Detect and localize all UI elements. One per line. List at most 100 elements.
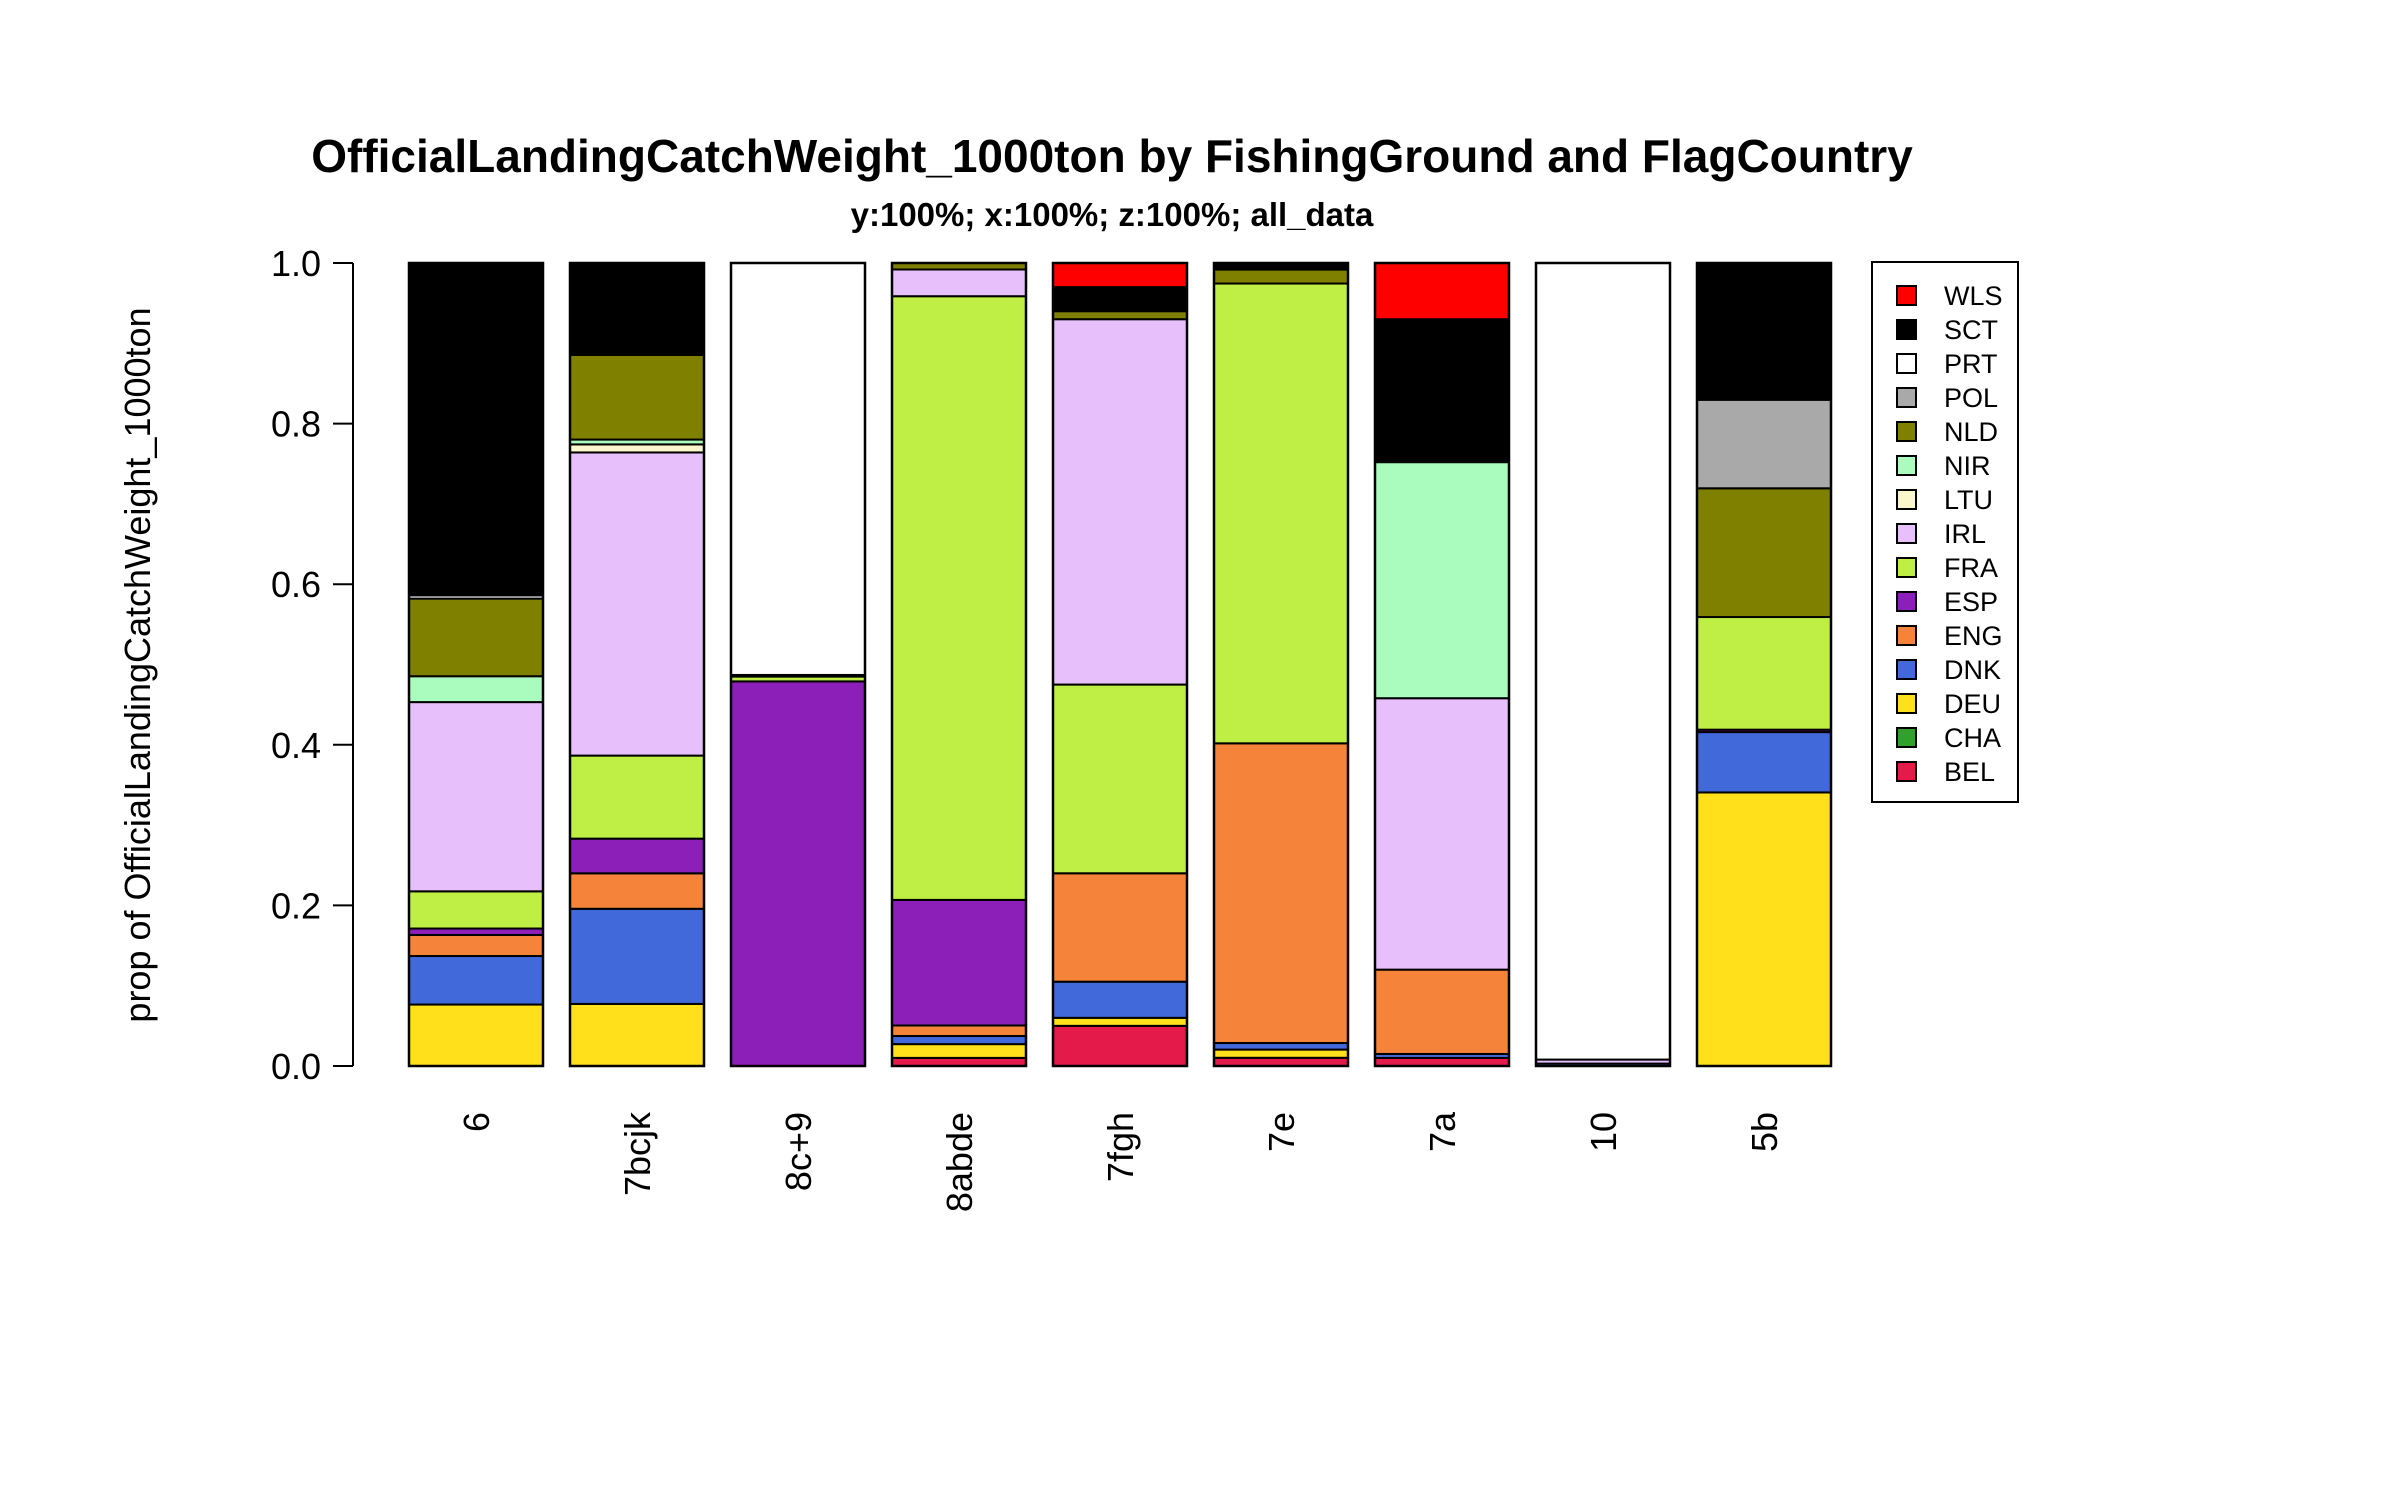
bar-segment xyxy=(569,353,705,441)
y-axis-label: prop of OfficialLandingCatchWeight_1000t… xyxy=(117,307,158,1022)
legend-entry: ESP xyxy=(1944,587,1998,617)
bar-segment xyxy=(408,890,544,930)
bar-segment xyxy=(1052,262,1188,289)
legend-entry: LTU xyxy=(1944,485,1993,515)
bar-segment xyxy=(569,872,705,910)
bar-segment xyxy=(1696,791,1832,1067)
bar-outline xyxy=(1695,261,1833,1068)
bar-segment xyxy=(408,1003,544,1068)
x-axis-tick-label: 7a xyxy=(1422,1111,1463,1152)
y-axis-tick-label: 0.2 xyxy=(271,885,321,926)
bar-stack xyxy=(1212,261,1350,1068)
legend-swatch xyxy=(1896,387,1917,408)
bar-stack xyxy=(1695,261,1833,1068)
bar-segment xyxy=(408,597,544,678)
legend-swatch xyxy=(1896,353,1917,374)
bar-segment xyxy=(891,1024,1027,1038)
y-axis-tick-label: 0.4 xyxy=(271,725,321,766)
bar-stack xyxy=(1051,261,1189,1068)
bar-segment xyxy=(408,262,544,597)
bar-segment xyxy=(1052,980,1188,1019)
bar-segment xyxy=(408,701,544,893)
bar-stack xyxy=(568,261,706,1068)
bar-stack xyxy=(729,261,867,1068)
legend-swatch xyxy=(1896,523,1917,544)
x-axis-tick-label: 7bcjk xyxy=(617,1111,658,1196)
bar-segment xyxy=(1374,262,1510,321)
bar-segment xyxy=(1696,398,1832,490)
x-axis-tick-label: 10 xyxy=(1583,1112,1624,1152)
bar-stack xyxy=(1373,261,1511,1068)
bar-segment xyxy=(1535,262,1671,1061)
legend-swatch xyxy=(1896,625,1917,646)
bar-segment xyxy=(1052,1024,1188,1067)
bar-segment xyxy=(408,675,544,704)
bar-segment xyxy=(1213,268,1349,285)
bar-segment xyxy=(1052,318,1188,686)
bar-outline xyxy=(1534,261,1672,1068)
legend-swatch xyxy=(1896,489,1917,510)
bar-segment xyxy=(1213,282,1349,745)
bar-outline xyxy=(729,261,867,1068)
bar-segment xyxy=(569,1002,705,1067)
bar-segment xyxy=(1052,310,1188,321)
legend-entry: ENG xyxy=(1944,621,2003,651)
legend-swatch xyxy=(1896,591,1917,612)
legend-entry: BEL xyxy=(1944,757,1995,787)
legend-entry: DEU xyxy=(1944,689,2001,719)
bar-segment xyxy=(730,680,866,1067)
legend-entry: DNK xyxy=(1944,655,2001,685)
bar-segment xyxy=(1696,616,1832,731)
bar-stack xyxy=(1534,261,1672,1068)
y-axis-tick-label: 0.8 xyxy=(271,404,321,445)
bar-segment xyxy=(569,451,705,757)
bar-stack xyxy=(890,261,1028,1068)
bar-segment xyxy=(1052,683,1188,875)
bar-stack xyxy=(407,261,545,1068)
legend-entry: FRA xyxy=(1944,553,1998,583)
bar-segment xyxy=(408,955,544,1006)
chart-subtitle: y:100%; x:100%; z:100%; all_data xyxy=(851,196,1374,233)
x-axis-tick-label: 6 xyxy=(456,1112,497,1132)
bar-outline xyxy=(1051,261,1189,1068)
y-axis-tick-label: 1.0 xyxy=(271,243,321,284)
bar-segment xyxy=(891,295,1027,901)
bar-segment xyxy=(408,933,544,958)
bar-segment xyxy=(1696,487,1832,619)
legend-entry: PRT xyxy=(1944,349,1998,379)
bar-outline xyxy=(407,261,545,1068)
legend-swatch xyxy=(1896,557,1917,578)
legend: WLS SCT PRT POL NLD NIR LTU IRL FRA ESP ENG DNK DEU C… xyxy=(1871,261,2019,803)
bar-segment xyxy=(1696,262,1832,401)
bar-segment xyxy=(730,262,866,676)
x-axis-tick-label: 8abde xyxy=(939,1112,980,1212)
bar-segment xyxy=(1374,461,1510,700)
bar-segment xyxy=(891,268,1027,298)
legend-swatch xyxy=(1896,455,1917,476)
legend-swatch xyxy=(1896,319,1917,340)
bar-segment xyxy=(1052,1016,1188,1027)
y-axis-tick-label: 0.6 xyxy=(271,564,321,605)
x-axis-tick-labels: 6 7bcjk 8c+9 8abde 7fgh 7e 7a 10 5b xyxy=(456,1111,1785,1212)
bar-segment xyxy=(1374,318,1510,464)
bar-segment xyxy=(1052,872,1188,983)
x-axis-tick-label: 7fgh xyxy=(1100,1112,1141,1182)
legend-entry: CHA xyxy=(1944,723,2001,753)
legend-entry: WLS xyxy=(1944,281,2003,311)
legend-entry: POL xyxy=(1944,383,1998,413)
chart-title: OfficialLandingCatchWeight_1000ton by Fi… xyxy=(311,130,1913,182)
legend-swatch xyxy=(1896,727,1917,748)
bar-segment xyxy=(1696,731,1832,794)
bar-outline xyxy=(1212,261,1350,1068)
bar-segment xyxy=(569,754,705,840)
bar-segment xyxy=(1374,697,1510,971)
bar-outline xyxy=(890,261,1028,1068)
x-axis-tick-label: 5b xyxy=(1744,1112,1785,1152)
bars xyxy=(407,261,1833,1068)
bar-segment xyxy=(1052,286,1188,313)
legend-entry: NIR xyxy=(1944,451,1991,481)
legend-entry: NLD xyxy=(1944,417,1998,447)
bar-segment xyxy=(569,262,705,356)
legend-swatch xyxy=(1896,285,1917,306)
